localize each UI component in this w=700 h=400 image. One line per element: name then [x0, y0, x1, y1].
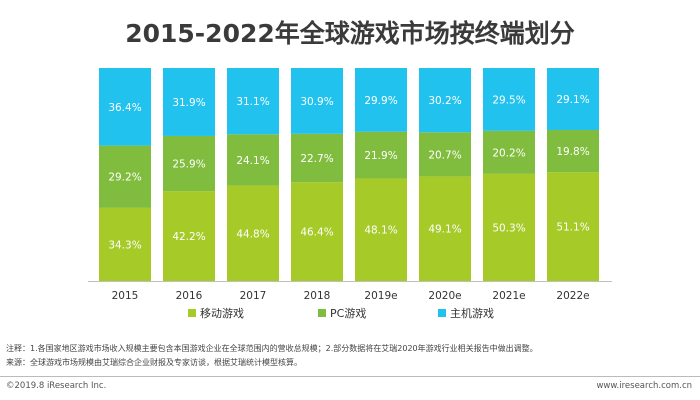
data-label-console-2022e: 29.1% [556, 94, 589, 106]
bar-console-2020e [419, 68, 471, 133]
data-label-pc-2020e: 20.7% [428, 149, 461, 161]
data-label-pc-2015: 29.2% [108, 172, 141, 184]
x-tick-label-2017: 2017 [240, 290, 267, 302]
bar-mobile-2018 [291, 182, 343, 281]
bar-console-2021e [483, 68, 535, 131]
bar-console-2019e [355, 68, 407, 132]
x-tick-label-2020e: 2020e [428, 290, 461, 302]
data-label-pc-2016: 25.9% [172, 159, 205, 171]
data-label-mobile-2022e: 51.1% [556, 222, 589, 234]
data-label-console-2020e: 30.2% [428, 95, 461, 107]
data-label-mobile-2015: 34.3% [108, 239, 141, 251]
x-tick-label-2019e: 2019e [364, 290, 397, 302]
x-tick-label-2016: 2016 [176, 290, 203, 302]
x-tick-label-2022e: 2022e [556, 290, 589, 302]
legend-label-pc: PC游戏 [330, 307, 367, 320]
legend-label-mobile: 移动游戏 [200, 307, 244, 320]
bar-pc-2015 [99, 145, 151, 208]
x-tick-label-2021e: 2021e [492, 290, 525, 302]
data-label-pc-2021e: 20.2% [492, 147, 525, 159]
bar-pc-2020e [419, 132, 471, 177]
bar-console-2016 [163, 68, 215, 136]
footer-website: www.iresearch.com.cn [596, 381, 692, 391]
legend-item-pc: PC游戏 [318, 305, 366, 321]
data-label-pc-2017: 24.1% [236, 155, 269, 167]
data-label-pc-2018: 22.7% [300, 153, 333, 165]
data-label-console-2021e: 29.5% [492, 94, 525, 106]
bar-mobile-2022e [547, 172, 599, 281]
stacked-bar-chart: 34.3% 29.2% 36.4% 2015 42.2% 25.9% 31.9% 2016 44… [88, 68, 612, 302]
legend-swatch-pc [318, 309, 326, 317]
bar-pc-2016 [163, 135, 215, 192]
footer-divider [0, 376, 700, 377]
chart-note: 注释：1.各国家地区游戏市场收入规模主要包含本国游戏企业在全球范围内的营收总规模… [6, 344, 538, 353]
bar-console-2018 [291, 68, 343, 134]
data-label-console-2019e: 29.9% [364, 95, 397, 107]
data-label-console-2018: 30.9% [300, 96, 333, 108]
bar-mobile-2016 [163, 191, 215, 281]
legend-swatch-mobile [188, 309, 196, 317]
data-label-mobile-2019e: 48.1% [364, 225, 397, 237]
x-tick-label-2015: 2015 [112, 290, 139, 302]
bar-console-2017 [227, 68, 279, 135]
legend-item-mobile: 移动游戏 [188, 305, 244, 321]
chart-source: 来源：全球游戏市场规模由艾瑞综合企业财报及专家访谈，根据艾瑞统计模型核算。 [6, 358, 302, 367]
bar-mobile-2021e [483, 173, 535, 281]
data-label-console-2017: 31.1% [236, 96, 269, 108]
legend-item-console: 主机游戏 [438, 305, 494, 321]
bar-mobile-2015 [99, 207, 151, 281]
bar-pc-2021e [483, 130, 535, 174]
legend: 移动游戏 PC游戏 主机游戏 [0, 305, 700, 323]
bar-mobile-2020e [419, 176, 471, 281]
bar-pc-2022e [547, 129, 599, 173]
bar-console-2015 [99, 68, 151, 146]
bar-mobile-2019e [355, 178, 407, 281]
bar-pc-2019e [355, 131, 407, 179]
data-label-console-2016: 31.9% [172, 97, 205, 109]
legend-swatch-console [438, 309, 446, 317]
bar-console-2022e [547, 68, 599, 130]
data-label-mobile-2016: 42.2% [172, 231, 205, 243]
data-label-pc-2022e: 19.8% [556, 146, 589, 158]
bar-pc-2017 [227, 134, 279, 186]
bar-mobile-2017 [227, 185, 279, 281]
data-label-mobile-2021e: 50.3% [492, 222, 525, 234]
data-label-mobile-2020e: 49.1% [428, 224, 461, 236]
chart-title: 2015-2022年全球游戏市场按终端划分 [125, 19, 575, 48]
bar-pc-2018 [291, 133, 343, 183]
data-label-mobile-2018: 46.4% [300, 227, 333, 239]
x-tick-label-2018: 2018 [304, 290, 331, 302]
data-label-pc-2019e: 21.9% [364, 150, 397, 162]
footer-copyright: ©2019.8 iResearch Inc. [6, 381, 107, 391]
legend-label-console: 主机游戏 [450, 307, 494, 320]
data-label-mobile-2017: 44.8% [236, 228, 269, 240]
data-label-console-2015: 36.4% [108, 102, 141, 114]
